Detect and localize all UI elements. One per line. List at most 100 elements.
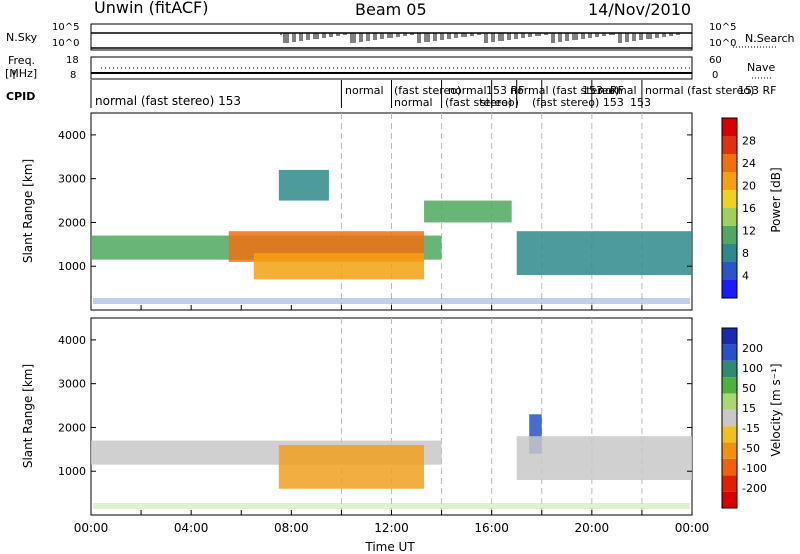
panel-0-frame	[90, 112, 693, 311]
panel-1-ytick-label: 1000	[58, 465, 86, 478]
panel-1-ytick-label: 3000	[58, 378, 86, 391]
bottom-ylabel: Slant Range [km]	[21, 363, 35, 469]
panel-1-ytick-label: 4000	[58, 334, 86, 347]
panel-0-ytick-label: 3000	[58, 173, 86, 186]
power-colorbar-swatch	[722, 136, 737, 154]
nsky-spikes	[280, 33, 680, 43]
cpid-seg-2: normal	[345, 84, 384, 97]
panel-1-ground-scatter	[93, 503, 690, 509]
power-colorbar-swatch	[722, 226, 737, 244]
power-colorbar-tick-label: 28	[742, 135, 756, 148]
freq-tick-top: 18	[66, 55, 79, 66]
station-title: Unwin (fitACF)	[94, 0, 209, 17]
velocity-colorbar-swatch	[722, 344, 737, 361]
velocity-colorbar-tick-label: 15	[742, 402, 756, 415]
cpid-seg-1: normal (fast stereo) 153	[95, 94, 242, 108]
nsearch-tick-top: 10^5	[709, 22, 737, 33]
power-colorbar-swatch	[722, 262, 737, 280]
power-colorbar-swatch	[722, 190, 737, 208]
cpid-seg-9: normal (fast stereo)	[510, 84, 620, 97]
freq-unit: [MHz]	[5, 67, 38, 80]
panel-0-echo-region-2	[253, 253, 425, 280]
velocity-colorbar-tick-label: -100	[742, 462, 767, 475]
x-tick-label: 00:00	[74, 521, 109, 535]
power-colorbar-swatch	[722, 118, 737, 136]
cpid-seg-4: normal	[394, 96, 433, 109]
nave-label: Nave	[747, 61, 776, 74]
velocity-colorbar-swatch	[722, 491, 737, 508]
velocity-colorbar-tick-label: 200	[742, 342, 763, 355]
velocity-colorbar-swatch	[722, 328, 737, 345]
velocity-colorbar-swatch	[722, 458, 737, 476]
cpid-seg-10: 153	[582, 84, 603, 97]
x-tick-label: 08:00	[274, 521, 309, 535]
power-colorbar-swatch	[722, 280, 737, 298]
cpid-seg-7: 153 RF	[486, 84, 525, 97]
bottom-colorbar-label: Velocity [m s⁻¹]	[769, 363, 783, 457]
panel-0-ytick-label: 1000	[58, 260, 86, 273]
x-tick-label: 12:00	[374, 521, 409, 535]
cpid-seg-5: normal	[448, 84, 487, 97]
date-label: 14/Nov/2010	[588, 0, 692, 19]
velocity-colorbar-swatch	[722, 377, 737, 394]
power-colorbar-swatch	[722, 208, 737, 226]
panel-0-ytick-label: 4000	[58, 129, 86, 142]
x-tick-label: 04:00	[174, 521, 209, 535]
panel-0-ground-scatter	[93, 298, 690, 304]
cpid-seg-15: normal (fast stereo)	[645, 84, 755, 97]
velocity-colorbar-tick-label: 50	[742, 382, 756, 395]
velocity-colorbar-swatch	[722, 426, 737, 443]
x-axis-label: Time UT	[365, 540, 415, 554]
top-colorbar-label: Power [dB]	[769, 167, 783, 233]
velocity-colorbar-swatch	[722, 475, 737, 492]
cpid-seg-6: (fast stereo)	[445, 96, 513, 109]
velocity-colorbar-tick-label: -15	[742, 422, 760, 435]
velocity-colorbar-swatch	[722, 409, 737, 427]
nsky-label: N.Sky	[6, 31, 38, 44]
power-colorbar-swatch	[722, 244, 737, 262]
top-ylabel: Slant Range [km]	[21, 158, 35, 264]
velocity-colorbar-frame	[721, 327, 738, 509]
nsky-panel-frame	[90, 23, 693, 51]
cpid-seg-12: RF	[610, 84, 624, 97]
panel-1-echo-region-3	[516, 436, 692, 480]
velocity-colorbar-tick-label: -50	[742, 442, 760, 455]
nsearch-label: N.Search	[745, 32, 795, 45]
panel-0-echo-region-5	[516, 231, 692, 275]
velocity-colorbar-tick-label: -200	[742, 482, 767, 495]
cpid-seg-14: 153	[630, 96, 651, 109]
velocity-colorbar-swatch	[722, 360, 737, 378]
cpid-seg-13: normal	[598, 84, 637, 97]
cpid-seg-11: (fast stereo) 153	[532, 96, 624, 109]
beam-label: Beam 05	[355, 0, 427, 19]
power-colorbar-tick-label: 4	[742, 270, 749, 283]
velocity-colorbar-swatch	[722, 393, 737, 410]
x-tick-label: 20:00	[575, 521, 610, 535]
cpid-seg-3: (fast stereo)	[394, 84, 462, 97]
nsky-tick-top: 10^5	[52, 22, 80, 33]
freq-tick-bottom: 8	[70, 70, 77, 81]
panel-0-ytick-label: 2000	[58, 216, 86, 229]
nsky-tick-bottom: 10^0	[52, 38, 80, 49]
power-colorbar-tick-label: 16	[742, 202, 756, 215]
power-colorbar-swatch	[722, 154, 737, 172]
power-colorbar-tick-label: 8	[742, 247, 749, 260]
power-colorbar-tick-label: 12	[742, 225, 756, 238]
velocity-colorbar-swatch	[722, 442, 737, 459]
cpid-seg-16: 153 RF	[738, 84, 777, 97]
nave-tick-bottom: 0	[712, 70, 719, 81]
panel-0-echo-region-4	[424, 200, 512, 223]
panel-1-ytick-label: 2000	[58, 421, 86, 434]
x-tick-label: 16:00	[474, 521, 509, 535]
panel-1-echo-region-1	[278, 444, 425, 489]
nave-tick-top: 60	[709, 55, 722, 66]
power-colorbar-tick-label: 24	[742, 157, 756, 170]
power-colorbar-frame	[721, 117, 738, 299]
panel-0-echo-region-3	[278, 169, 329, 201]
freq-label: Freq.	[8, 54, 36, 67]
velocity-colorbar-tick-label: 100	[742, 362, 763, 375]
x-tick-label: 00:00	[675, 521, 710, 535]
power-colorbar-swatch	[722, 172, 737, 190]
cpid-seg-8: stereo)	[480, 96, 519, 109]
